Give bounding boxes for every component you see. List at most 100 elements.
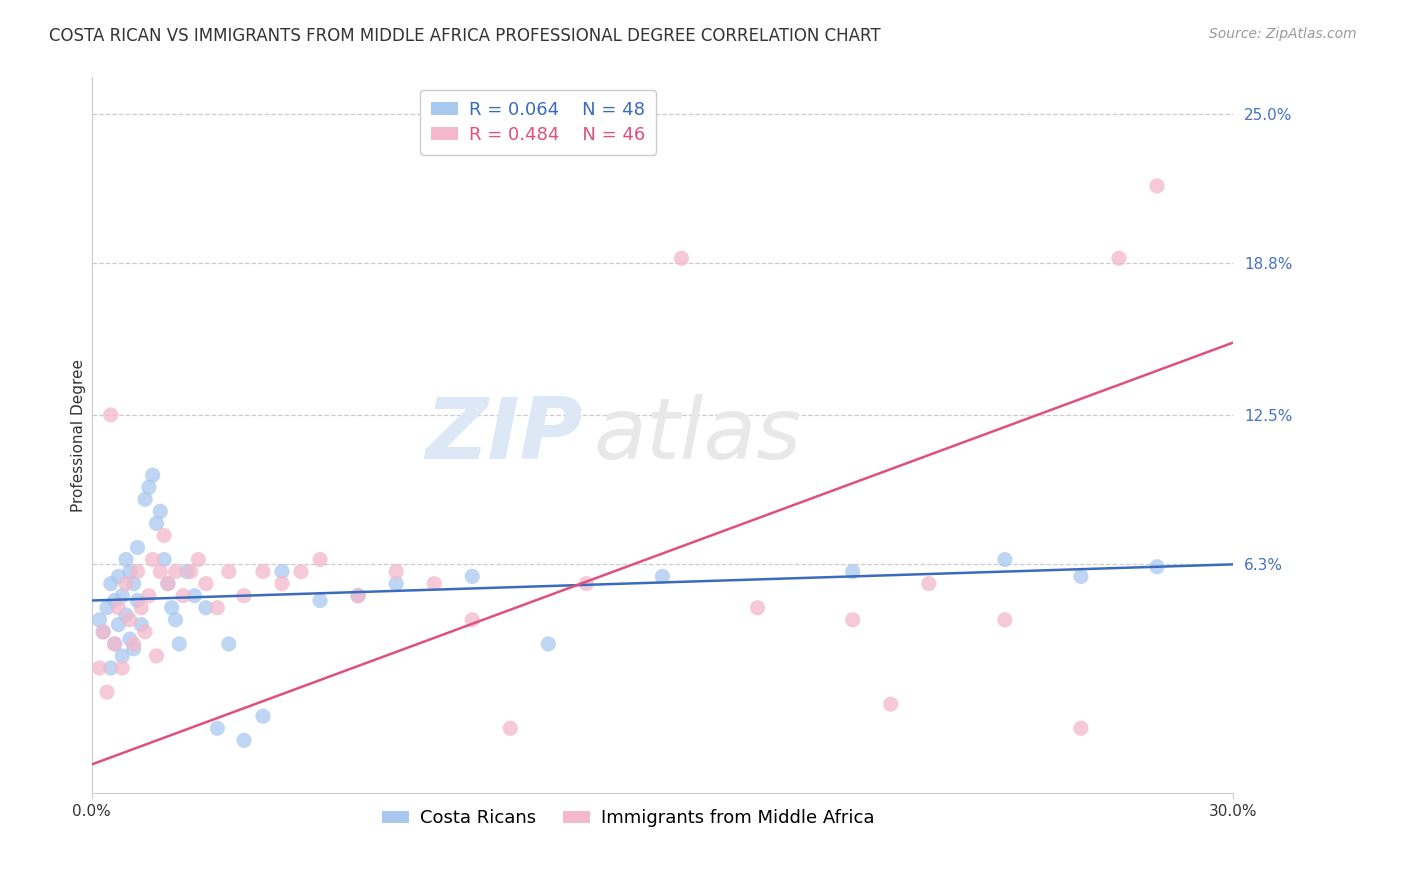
Point <box>499 721 522 735</box>
Point <box>841 565 863 579</box>
Point <box>423 576 446 591</box>
Point <box>129 617 152 632</box>
Point <box>145 648 167 663</box>
Point <box>122 576 145 591</box>
Text: ZIP: ZIP <box>425 394 582 477</box>
Point <box>89 613 111 627</box>
Point <box>153 552 176 566</box>
Point <box>385 565 408 579</box>
Point <box>115 552 138 566</box>
Point <box>994 552 1017 566</box>
Point <box>100 576 122 591</box>
Point <box>183 589 205 603</box>
Point <box>385 576 408 591</box>
Point <box>207 600 229 615</box>
Text: Source: ZipAtlas.com: Source: ZipAtlas.com <box>1209 27 1357 41</box>
Text: atlas: atlas <box>593 394 801 477</box>
Point <box>165 613 187 627</box>
Point <box>1108 251 1130 265</box>
Point <box>153 528 176 542</box>
Point <box>1146 178 1168 193</box>
Point <box>994 613 1017 627</box>
Point <box>1070 721 1092 735</box>
Point <box>271 576 294 591</box>
Point <box>89 661 111 675</box>
Point <box>111 589 134 603</box>
Point <box>96 685 118 699</box>
Point <box>118 565 141 579</box>
Point <box>100 661 122 675</box>
Point <box>537 637 560 651</box>
Point <box>134 624 156 639</box>
Point <box>107 617 129 632</box>
Point <box>461 613 484 627</box>
Point <box>180 565 202 579</box>
Legend: Costa Ricans, Immigrants from Middle Africa: Costa Ricans, Immigrants from Middle Afr… <box>375 802 882 834</box>
Point <box>651 569 673 583</box>
Point <box>747 600 769 615</box>
Point <box>122 637 145 651</box>
Point <box>176 565 198 579</box>
Point <box>309 552 332 566</box>
Point <box>127 565 149 579</box>
Point <box>129 600 152 615</box>
Point <box>111 661 134 675</box>
Point <box>145 516 167 531</box>
Point <box>194 600 217 615</box>
Point <box>91 624 114 639</box>
Point <box>309 593 332 607</box>
Point <box>233 733 256 747</box>
Text: COSTA RICAN VS IMMIGRANTS FROM MIDDLE AFRICA PROFESSIONAL DEGREE CORRELATION CHA: COSTA RICAN VS IMMIGRANTS FROM MIDDLE AF… <box>49 27 880 45</box>
Point <box>107 600 129 615</box>
Point <box>218 565 240 579</box>
Point <box>252 709 274 723</box>
Point <box>138 480 160 494</box>
Point <box>91 624 114 639</box>
Point <box>118 632 141 646</box>
Point <box>461 569 484 583</box>
Point <box>165 565 187 579</box>
Point <box>142 552 165 566</box>
Point <box>1070 569 1092 583</box>
Point <box>575 576 598 591</box>
Point <box>149 504 172 518</box>
Point <box>841 613 863 627</box>
Point <box>104 637 127 651</box>
Point <box>115 607 138 622</box>
Point <box>172 589 194 603</box>
Point <box>169 637 191 651</box>
Point <box>160 600 183 615</box>
Point <box>122 641 145 656</box>
Point <box>156 576 179 591</box>
Point <box>107 569 129 583</box>
Point <box>96 600 118 615</box>
Point <box>918 576 941 591</box>
Point <box>347 589 370 603</box>
Point <box>104 593 127 607</box>
Point <box>347 589 370 603</box>
Point <box>880 697 903 711</box>
Point <box>207 721 229 735</box>
Point <box>187 552 209 566</box>
Point <box>127 593 149 607</box>
Point <box>218 637 240 651</box>
Point <box>111 648 134 663</box>
Point <box>127 541 149 555</box>
Point <box>149 565 172 579</box>
Point <box>100 408 122 422</box>
Point <box>233 589 256 603</box>
Point <box>138 589 160 603</box>
Point <box>118 613 141 627</box>
Point <box>194 576 217 591</box>
Point <box>156 576 179 591</box>
Point <box>104 637 127 651</box>
Y-axis label: Professional Degree: Professional Degree <box>72 359 86 512</box>
Point <box>290 565 312 579</box>
Point <box>115 576 138 591</box>
Point <box>134 492 156 507</box>
Point <box>271 565 294 579</box>
Point <box>1146 559 1168 574</box>
Point <box>252 565 274 579</box>
Point <box>142 468 165 483</box>
Point <box>671 251 693 265</box>
